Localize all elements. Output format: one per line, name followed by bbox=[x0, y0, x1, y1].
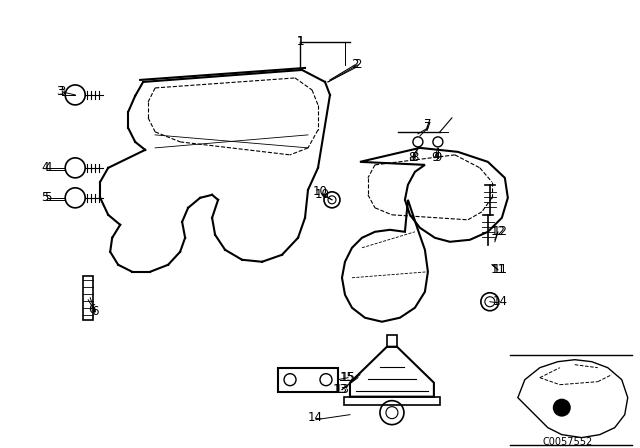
Text: 10: 10 bbox=[312, 185, 328, 198]
Text: 5: 5 bbox=[45, 191, 52, 204]
Text: 12: 12 bbox=[490, 225, 506, 238]
Text: 14: 14 bbox=[307, 411, 323, 424]
Circle shape bbox=[553, 399, 571, 417]
Text: 13: 13 bbox=[333, 383, 348, 396]
Text: 4: 4 bbox=[42, 161, 49, 174]
Text: 3: 3 bbox=[58, 86, 66, 99]
Text: 7: 7 bbox=[424, 118, 431, 131]
Text: C0057552: C0057552 bbox=[543, 437, 593, 447]
Text: 6: 6 bbox=[88, 303, 96, 316]
Text: 8: 8 bbox=[408, 151, 415, 164]
Text: 3: 3 bbox=[56, 86, 64, 99]
Text: 2: 2 bbox=[351, 58, 359, 71]
Text: 8: 8 bbox=[412, 151, 419, 164]
Text: 13: 13 bbox=[335, 383, 349, 396]
Text: 14: 14 bbox=[492, 295, 508, 308]
Text: 15: 15 bbox=[340, 371, 355, 384]
Text: 12: 12 bbox=[492, 225, 508, 238]
Text: 4: 4 bbox=[45, 161, 52, 174]
Text: 9: 9 bbox=[431, 151, 438, 164]
Text: 11: 11 bbox=[490, 263, 506, 276]
Text: 5: 5 bbox=[42, 191, 49, 204]
Text: 2: 2 bbox=[354, 58, 362, 71]
Text: 1: 1 bbox=[296, 35, 304, 48]
Text: 7: 7 bbox=[424, 121, 431, 134]
Text: 6: 6 bbox=[92, 305, 99, 318]
Text: 9: 9 bbox=[434, 151, 442, 164]
Text: 1: 1 bbox=[296, 35, 304, 48]
Text: 15: 15 bbox=[340, 371, 355, 384]
Text: 10: 10 bbox=[315, 188, 330, 201]
Text: 11: 11 bbox=[492, 263, 508, 276]
